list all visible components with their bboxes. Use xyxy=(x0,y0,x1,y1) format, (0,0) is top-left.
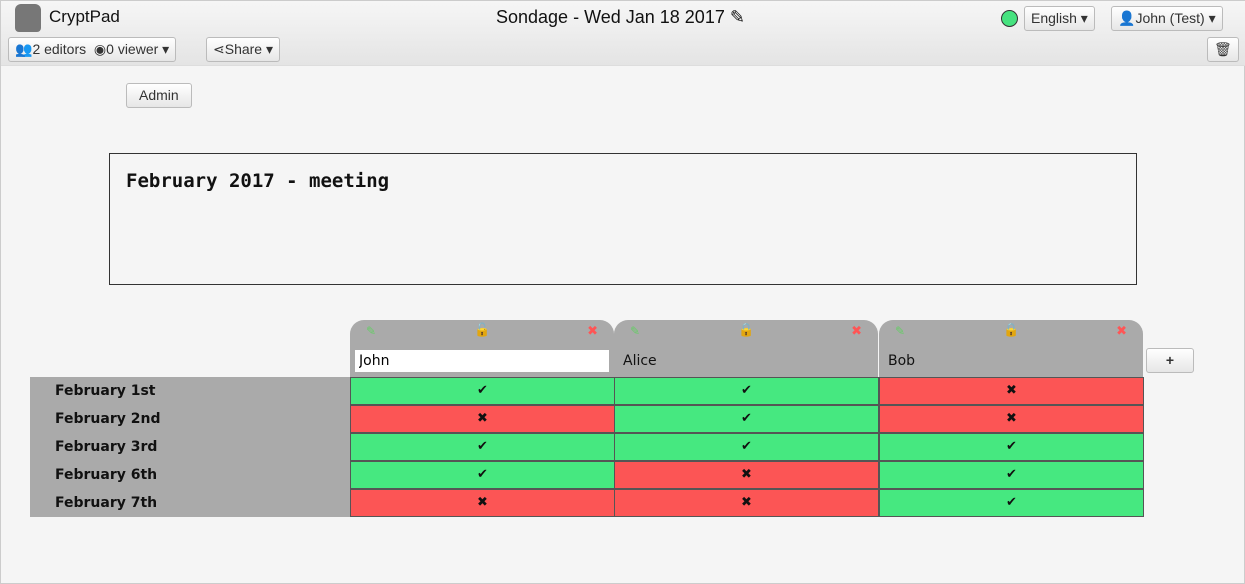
edit-icon[interactable]: ✎ xyxy=(366,324,377,338)
lock-icon[interactable]: 🔒 xyxy=(1003,323,1020,338)
toolbar: CryptPad Sondage - Wed Jan 18 2017 ✎ Eng… xyxy=(1,1,1245,66)
vote-cell[interactable]: ✖ xyxy=(350,489,615,517)
cryptpad-logo-icon xyxy=(15,4,41,32)
vote-cell[interactable]: ✖ xyxy=(614,489,879,517)
row-label[interactable]: February 1st xyxy=(30,377,350,405)
app-name: CryptPad xyxy=(49,7,120,26)
vote-cell[interactable]: ✔ xyxy=(879,461,1144,489)
column-header: ✎ 🔓 ✖ xyxy=(350,320,614,377)
unlock-icon[interactable]: 🔓 xyxy=(474,323,491,338)
row-label[interactable]: February 7th xyxy=(30,489,350,517)
vote-cell[interactable]: ✔ xyxy=(350,377,615,405)
vote-cell[interactable]: ✔ xyxy=(879,489,1144,517)
lock-icon[interactable]: 🔒 xyxy=(738,323,755,338)
share-icon: ⋖ xyxy=(213,41,225,57)
pencil-icon[interactable]: ✎ xyxy=(729,7,745,27)
row-label[interactable]: February 3rd xyxy=(30,433,350,461)
trash-button[interactable]: 🗑 xyxy=(1207,37,1239,62)
edit-icon[interactable]: ✎ xyxy=(630,324,641,338)
remove-column-icon[interactable]: ✖ xyxy=(1116,324,1127,339)
vote-cell[interactable]: ✔ xyxy=(350,461,615,489)
vote-cell[interactable]: ✖ xyxy=(350,405,615,433)
edit-icon[interactable]: ✎ xyxy=(895,324,906,338)
connection-status-icon xyxy=(1001,10,1018,27)
remove-column-icon[interactable]: ✖ xyxy=(851,324,862,339)
vote-cell[interactable]: ✖ xyxy=(614,461,879,489)
trash-icon: 🗑 xyxy=(1214,41,1232,57)
eye-icon: ◉ xyxy=(93,41,107,57)
column-header: ✎ 🔒 ✖ Bob xyxy=(879,320,1143,377)
vote-cell[interactable]: ✔ xyxy=(614,377,879,405)
user-menu[interactable]: 👤John (Test) ▾ xyxy=(1111,6,1223,31)
vote-cell[interactable]: ✖ xyxy=(879,405,1144,433)
language-select[interactable]: English ▾ xyxy=(1024,6,1095,31)
column-name: Bob xyxy=(888,353,916,369)
vote-cell[interactable]: ✔ xyxy=(879,433,1144,461)
vote-cell[interactable]: ✖ xyxy=(879,377,1144,405)
vote-cell[interactable]: ✔ xyxy=(350,433,615,461)
column-name: Alice xyxy=(623,353,657,369)
row-label[interactable]: February 2nd xyxy=(30,405,350,433)
column-header: ✎ 🔒 ✖ Alice xyxy=(614,320,878,377)
poll-description[interactable]: February 2017 - meeting xyxy=(109,153,1137,285)
share-button[interactable]: ⋖Share ▾ xyxy=(206,37,281,62)
users-icon: 👥 xyxy=(15,41,33,57)
admin-button[interactable]: Admin xyxy=(126,83,192,108)
row-label[interactable]: February 6th xyxy=(30,461,350,489)
users-button[interactable]: 👥2 editors ◉0 viewer ▾ xyxy=(8,37,177,62)
user-icon: 👤 xyxy=(1118,10,1136,26)
vote-cell[interactable]: ✔ xyxy=(614,405,879,433)
vote-cell[interactable]: ✔ xyxy=(614,433,879,461)
column-name-input[interactable] xyxy=(355,350,609,372)
page-title[interactable]: Sondage - Wed Jan 18 2017 ✎ xyxy=(496,7,745,27)
remove-column-icon[interactable]: ✖ xyxy=(587,324,598,339)
add-column-button[interactable]: + xyxy=(1146,348,1194,373)
